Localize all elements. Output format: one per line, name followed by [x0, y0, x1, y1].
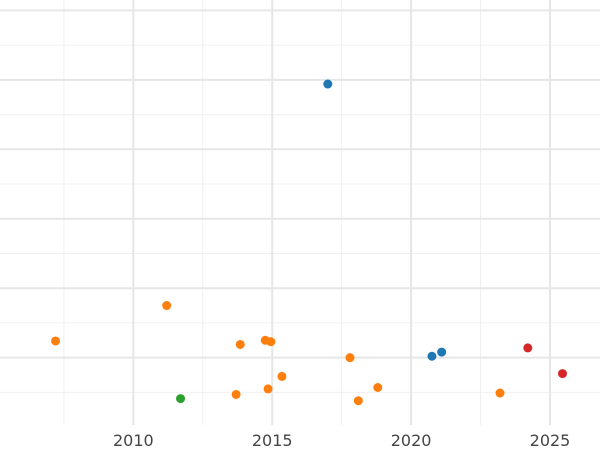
- x-tick-label: 2010: [113, 431, 154, 450]
- data-point: [495, 388, 505, 398]
- data-point: [558, 369, 567, 379]
- data-point: [323, 79, 333, 89]
- data-point: [523, 343, 533, 353]
- data-point: [263, 384, 273, 394]
- data-point: [437, 347, 447, 357]
- data-point: [373, 383, 383, 392]
- data-point: [266, 337, 276, 347]
- data-point: [231, 389, 241, 399]
- data-point: [51, 336, 61, 346]
- grid-lines: [0, 0, 600, 425]
- data-points: [51, 79, 567, 406]
- data-point: [277, 371, 287, 381]
- data-point: [427, 351, 437, 361]
- x-tick-label: 2015: [252, 431, 293, 450]
- data-point: [176, 394, 186, 404]
- x-tick-label: 2020: [391, 431, 432, 450]
- data-point: [235, 339, 245, 349]
- x-tick-label: 2025: [530, 431, 571, 450]
- data-point: [345, 353, 355, 363]
- x-axis-tick-labels: 2010 2015 2020 2025: [113, 431, 570, 450]
- data-point: [162, 301, 172, 311]
- data-point: [353, 396, 363, 406]
